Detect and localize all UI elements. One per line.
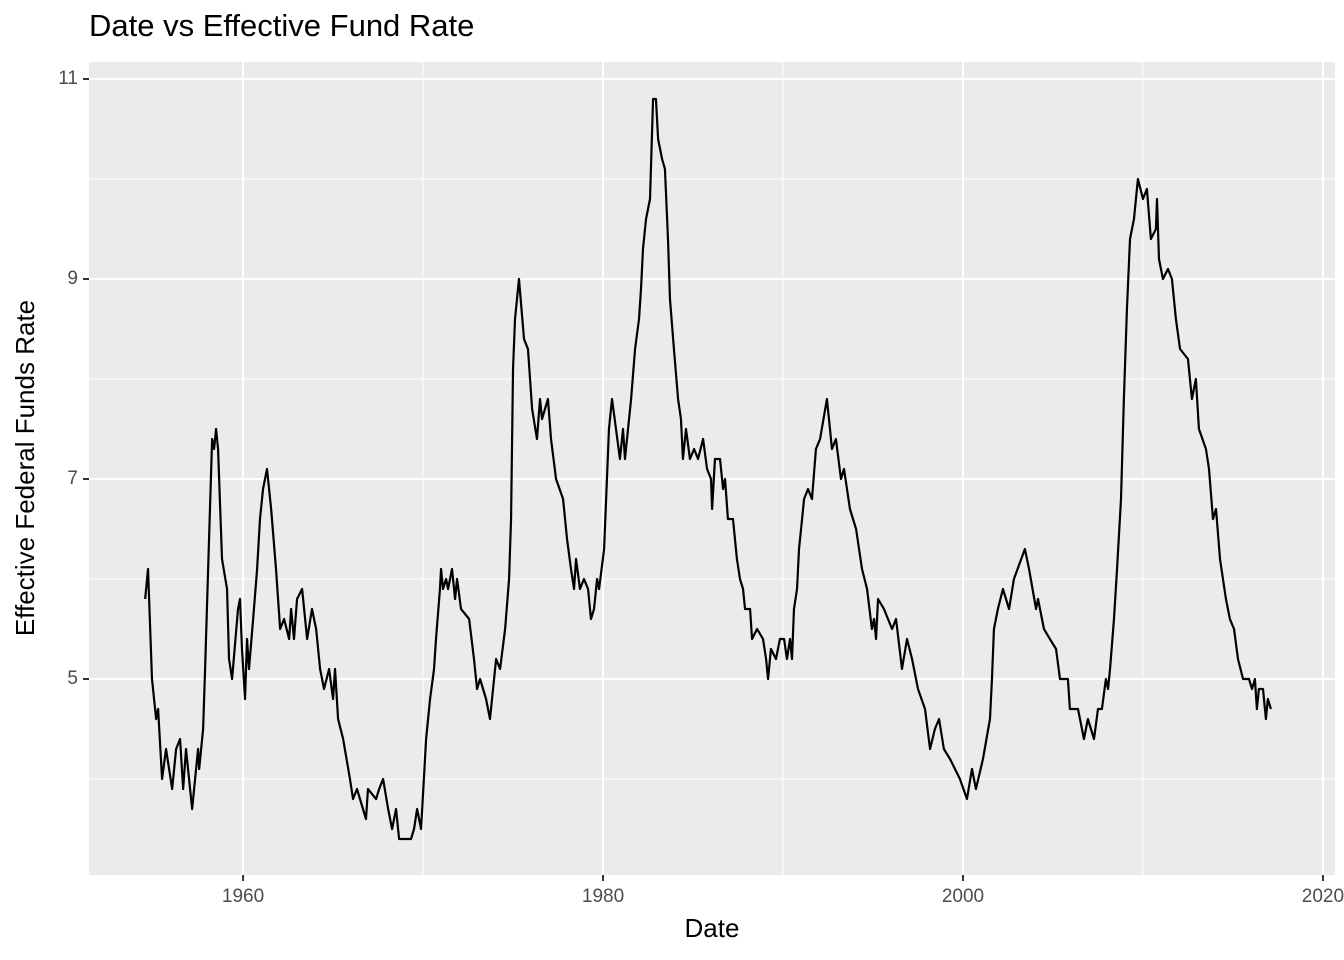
axes: 5 7 9 11 1960 1980 2000 2020 <box>58 68 1344 907</box>
marks <box>144 97 1272 841</box>
x-tick-label: 1960 <box>222 886 264 907</box>
x-tick-label: 1980 <box>582 886 624 907</box>
y-tick-label: 7 <box>67 468 78 489</box>
chart-title: Date vs Effective Fund Rate <box>89 8 474 43</box>
panel <box>89 62 1335 875</box>
line-series <box>144 97 1272 841</box>
y-axis-label: Effective Federal Funds Rate <box>10 300 40 636</box>
y-tick-label: 5 <box>67 668 78 689</box>
x-axis-label: Date <box>685 913 740 943</box>
x-tick-label: 2020 <box>1302 886 1344 907</box>
y-tick-label: 11 <box>58 68 78 89</box>
x-tick-label: 2000 <box>942 886 984 907</box>
y-tick-label: 9 <box>67 268 78 289</box>
